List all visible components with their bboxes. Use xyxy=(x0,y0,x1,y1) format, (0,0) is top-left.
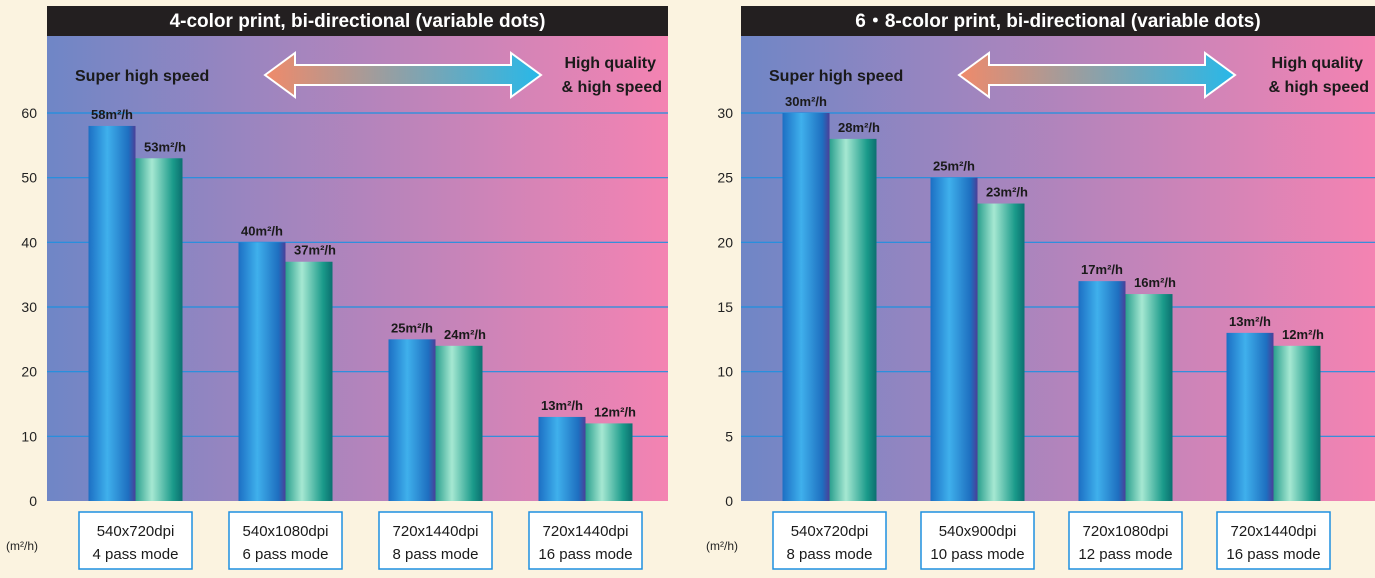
arrow-right-label-line1: High quality xyxy=(564,55,656,72)
y-tick-label: 15 xyxy=(717,299,733,315)
bar-value-label: 23m²/h xyxy=(986,185,1028,200)
chart-title: 6・8-color print, bi-directional (variabl… xyxy=(855,11,1260,32)
category-label-line1: 540x900dpi xyxy=(939,523,1017,540)
category-label-line1: 720x1440dpi xyxy=(393,523,479,540)
y-tick-label: 10 xyxy=(21,428,37,444)
category-box xyxy=(228,511,343,570)
arrow-left-label: Super high speed xyxy=(769,68,903,85)
category-label-line1: 720x1440dpi xyxy=(1231,523,1317,540)
arrow-right-label-line2: & high speed xyxy=(562,79,662,96)
bar-series-b xyxy=(435,345,483,501)
category-label-line1: 720x1440dpi xyxy=(543,523,629,540)
bar-value-label: 13m²/h xyxy=(541,398,583,413)
arrow-right-label-line1: High quality xyxy=(1271,55,1363,72)
chart-title-bar xyxy=(47,6,668,36)
chart-title: 4-color print, bi-directional (variable … xyxy=(170,11,546,32)
category-label-line2: 6 pass mode xyxy=(243,546,329,563)
y-tick-label: 10 xyxy=(717,364,733,380)
y-tick-label: 40 xyxy=(21,234,37,250)
y-tick-label: 50 xyxy=(21,170,37,186)
y-tick-label: 0 xyxy=(29,493,37,509)
double-arrow-icon xyxy=(957,51,1237,99)
category-label-line1: 720x1080dpi xyxy=(1083,523,1169,540)
bar-series-b xyxy=(1125,294,1173,501)
chart-1: 4-color print, bi-directional (variable … xyxy=(6,6,668,570)
category-box xyxy=(528,511,643,570)
category-label-line2: 16 pass mode xyxy=(538,546,632,563)
y-tick-label: 20 xyxy=(717,234,733,250)
bar-value-label: 12m²/h xyxy=(1282,327,1324,342)
bar-value-label: 25m²/h xyxy=(391,320,433,335)
category-label-line2: 10 pass mode xyxy=(930,546,1024,563)
double-arrow-icon xyxy=(263,51,543,99)
bar-value-label: 37m²/h xyxy=(294,243,336,258)
bar-series-b xyxy=(585,423,633,501)
bar-series-b xyxy=(829,138,877,501)
category-box xyxy=(378,511,493,570)
bar-series-a xyxy=(1226,332,1274,501)
bar-series-a xyxy=(930,177,978,501)
category-box xyxy=(78,511,193,570)
y-tick-label: 5 xyxy=(725,428,733,444)
bar-series-a xyxy=(388,339,436,501)
chart-title-bar xyxy=(741,6,1375,36)
bar-series-b xyxy=(285,261,333,501)
category-label-line1: 540x1080dpi xyxy=(243,523,329,540)
y-tick-label: 20 xyxy=(21,364,37,380)
category-label-line2: 8 pass mode xyxy=(787,546,873,563)
bar-value-label: 28m²/h xyxy=(838,120,880,135)
bar-value-label: 30m²/h xyxy=(785,94,827,109)
bar-series-b xyxy=(135,158,183,501)
bar-value-label: 16m²/h xyxy=(1134,275,1176,290)
y-tick-label: 25 xyxy=(717,170,733,186)
unit-label: (m²/h) xyxy=(6,539,38,553)
bar-series-a xyxy=(1078,281,1126,501)
category-box xyxy=(920,511,1035,570)
category-label-line1: 540x720dpi xyxy=(97,523,175,540)
bar-series-b xyxy=(1273,345,1321,501)
bar-series-b xyxy=(977,203,1025,502)
bar-value-label: 40m²/h xyxy=(241,223,283,238)
chart-2: 6・8-color print, bi-directional (variabl… xyxy=(706,6,1375,570)
category-label-line2: 4 pass mode xyxy=(93,546,179,563)
category-label-line2: 12 pass mode xyxy=(1078,546,1172,563)
category-box xyxy=(1216,511,1331,570)
y-tick-label: 30 xyxy=(717,105,733,121)
arrow-left-label: Super high speed xyxy=(75,68,209,85)
bar-value-label: 12m²/h xyxy=(594,404,636,419)
arrow-right-label-line2: & high speed xyxy=(1269,79,1369,96)
bar-value-label: 25m²/h xyxy=(933,159,975,174)
bar-value-label: 13m²/h xyxy=(1229,314,1271,329)
bar-series-a xyxy=(88,125,136,501)
category-label-line1: 540x720dpi xyxy=(791,523,869,540)
y-tick-label: 60 xyxy=(21,105,37,121)
bar-series-a xyxy=(238,242,286,502)
bar-value-label: 24m²/h xyxy=(444,327,486,342)
unit-label: (m²/h) xyxy=(706,539,738,553)
category-box xyxy=(772,511,887,570)
y-tick-label: 30 xyxy=(21,299,37,315)
bar-series-a xyxy=(538,416,586,501)
bar-value-label: 58m²/h xyxy=(91,107,133,122)
category-label-line2: 16 pass mode xyxy=(1226,546,1320,563)
bar-value-label: 17m²/h xyxy=(1081,262,1123,277)
y-tick-label: 0 xyxy=(725,493,733,509)
bar-series-a xyxy=(782,113,830,501)
bar-value-label: 53m²/h xyxy=(144,139,186,154)
category-box xyxy=(1068,511,1183,570)
category-label-line2: 8 pass mode xyxy=(393,546,479,563)
